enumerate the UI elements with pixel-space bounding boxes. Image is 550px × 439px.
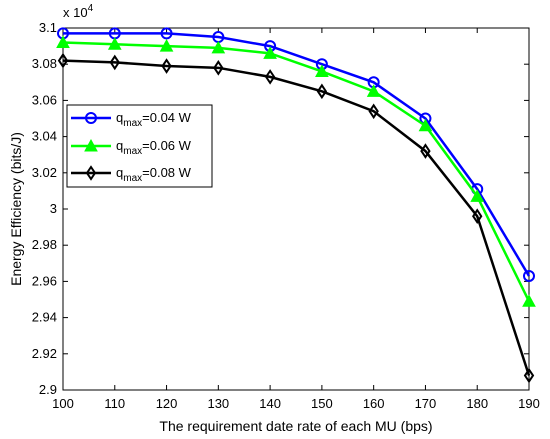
legend-item: qmax=0.08 W bbox=[71, 165, 192, 184]
series-3 bbox=[57, 52, 535, 384]
data-point-diamond bbox=[316, 83, 328, 100]
legend-label-subscript: max bbox=[123, 146, 142, 157]
x-axis-ticks: 100 110 120 130 140 150 160 170 180 190 bbox=[52, 28, 540, 411]
y-tick-label: 2.9 bbox=[39, 382, 57, 397]
data-point-circle bbox=[523, 269, 535, 282]
x-tick-label: 100 bbox=[52, 396, 74, 411]
data-point-triangle bbox=[315, 64, 329, 77]
y-multiplier-label: x 10 bbox=[63, 5, 88, 20]
data-point-diamond bbox=[161, 58, 172, 74]
data-point-triangle bbox=[159, 39, 174, 52]
legend-label: qmax=0.08 W bbox=[116, 165, 192, 184]
legend-label-suffix: =0.06 W bbox=[142, 138, 192, 153]
legend-label-suffix: =0.08 W bbox=[142, 165, 192, 180]
y-tick-label: 3.06 bbox=[32, 92, 57, 107]
data-point-triangle bbox=[211, 40, 226, 54]
x-tick-label: 110 bbox=[104, 396, 125, 411]
x-tick-label: 130 bbox=[207, 396, 229, 411]
x-tick-label: 180 bbox=[466, 396, 488, 411]
x-tick-label: 150 bbox=[311, 396, 333, 411]
legend-item: qmax=0.04 W bbox=[71, 110, 192, 129]
y-tick-label: 3.08 bbox=[32, 56, 57, 71]
data-point-diamond bbox=[368, 103, 379, 120]
series-line bbox=[62, 59, 531, 376]
y-multiplier-exponent: 4 bbox=[88, 3, 94, 14]
series-2 bbox=[56, 35, 536, 307]
legend-item: qmax=0.06 W bbox=[71, 138, 192, 157]
data-point-diamond bbox=[57, 52, 69, 69]
series-layer bbox=[56, 27, 536, 384]
x-tick-label: 170 bbox=[415, 396, 437, 411]
data-point-circle bbox=[160, 27, 173, 40]
data-point-triangle bbox=[84, 138, 98, 152]
x-tick-label: 120 bbox=[156, 396, 178, 411]
data-point-triangle bbox=[366, 84, 381, 97]
data-point-triangle bbox=[107, 37, 122, 50]
data-point-triangle bbox=[56, 35, 70, 48]
legend-label-prefix: q bbox=[116, 110, 123, 125]
x-axis-title: The requirement date rate of each MU (bp… bbox=[159, 418, 432, 434]
y-multiplier: x 104 bbox=[63, 3, 94, 20]
legend-label-subscript: max bbox=[123, 173, 142, 184]
y-tick-label: 3.04 bbox=[32, 129, 57, 144]
y-tick-label: 2.98 bbox=[32, 237, 57, 252]
legend-label: qmax=0.06 W bbox=[116, 138, 192, 157]
legend-label-subscript: max bbox=[123, 118, 142, 129]
y-axis-ticks: 2.9 2.92 2.94 2.96 2.98 3 3.02 3.04 3.06 3.08 3.1 bbox=[32, 20, 529, 397]
legend-label-prefix: q bbox=[116, 165, 123, 180]
legend-label-prefix: q bbox=[116, 138, 123, 153]
x-tick-label: 160 bbox=[363, 396, 385, 411]
data-point-diamond bbox=[213, 60, 224, 76]
x-tick-label: 140 bbox=[259, 396, 281, 411]
data-point-circle bbox=[85, 112, 97, 124]
data-point-diamond bbox=[523, 367, 535, 384]
y-tick-label: 3.02 bbox=[32, 165, 57, 180]
data-point-diamond bbox=[472, 208, 483, 225]
data-point-triangle bbox=[263, 46, 277, 59]
series-line bbox=[62, 41, 531, 302]
data-point-triangle bbox=[470, 189, 485, 202]
y-tick-label: 2.96 bbox=[32, 273, 57, 288]
data-point-diamond bbox=[109, 54, 120, 71]
legend-label: qmax=0.04 W bbox=[116, 110, 192, 129]
y-tick-label: 3 bbox=[50, 201, 57, 216]
y-axis-title: Energy Efficiency (bits/J) bbox=[8, 132, 24, 286]
y-tick-label: 2.94 bbox=[32, 310, 57, 325]
data-point-triangle bbox=[418, 118, 433, 132]
data-point-triangle bbox=[522, 294, 536, 307]
x-tick-label: 190 bbox=[518, 396, 540, 411]
data-point-diamond bbox=[420, 143, 431, 159]
legend-label-suffix: =0.04 W bbox=[142, 110, 192, 125]
series-line bbox=[63, 32, 531, 277]
y-tick-label: 3.1 bbox=[39, 20, 57, 35]
data-point-diamond bbox=[264, 69, 276, 85]
plot-area bbox=[62, 27, 530, 391]
y-tick-label: 2.92 bbox=[32, 346, 57, 361]
data-point-diamond bbox=[85, 165, 97, 181]
